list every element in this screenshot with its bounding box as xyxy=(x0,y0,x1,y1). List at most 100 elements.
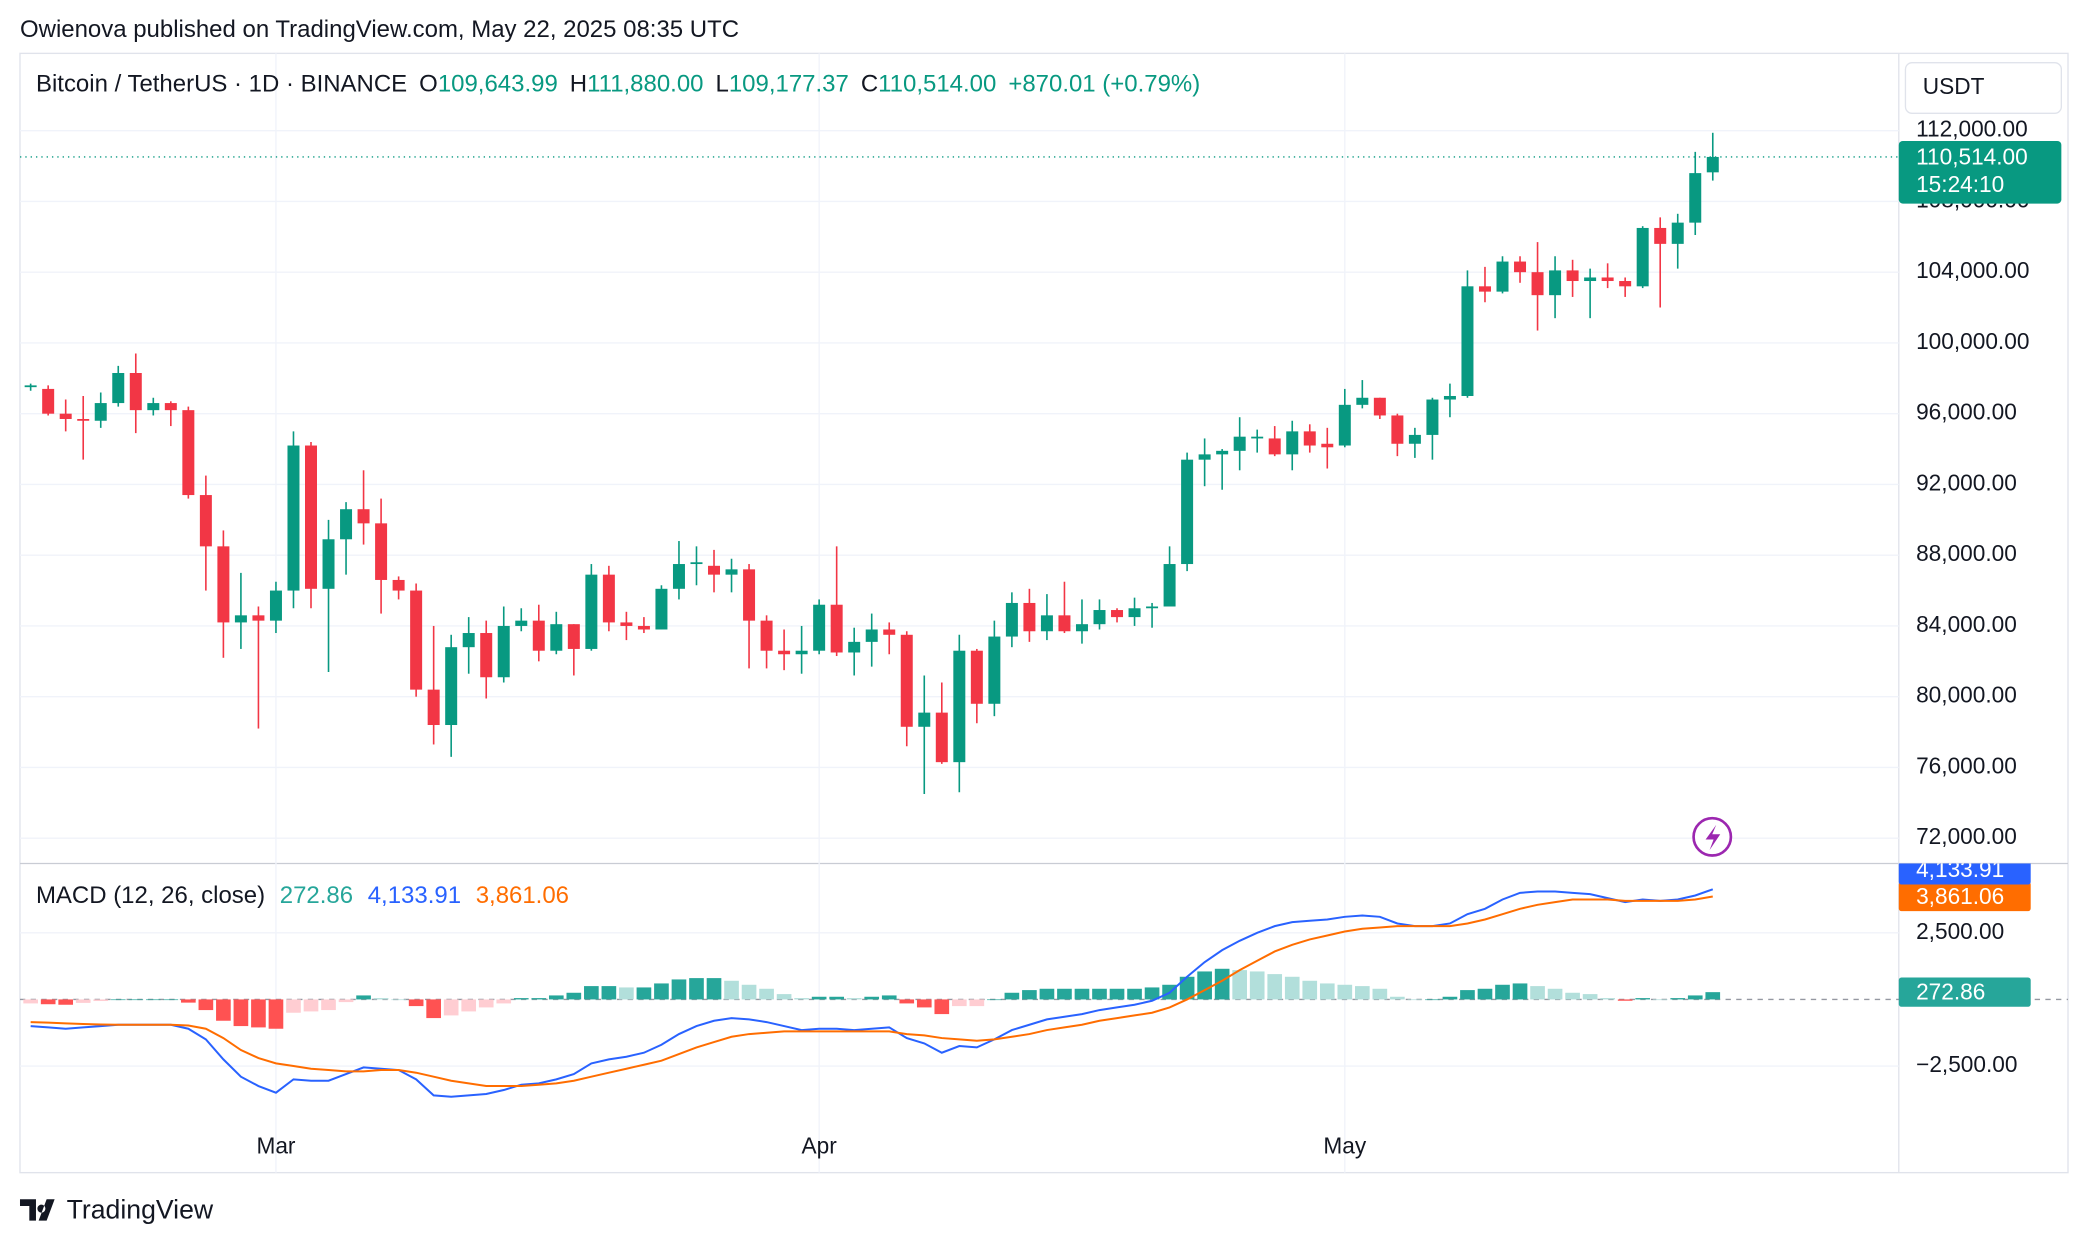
candle-body xyxy=(1706,156,1719,173)
candle-body xyxy=(410,590,423,690)
footer-logo[interactable]: TradingView xyxy=(19,1194,214,1224)
histogram-bar xyxy=(951,999,967,1007)
histogram-bar xyxy=(759,988,774,1000)
candle-body xyxy=(953,650,966,763)
legend-value: 109,177.37 xyxy=(729,71,849,98)
candle-body xyxy=(988,636,1001,704)
histogram-bar xyxy=(58,999,74,1005)
candle-body xyxy=(848,641,861,653)
candle-body xyxy=(1023,602,1036,632)
histogram-bar xyxy=(969,999,985,1007)
candle-body xyxy=(164,403,177,411)
candle-body xyxy=(1216,450,1229,455)
candle-body xyxy=(1338,404,1351,446)
histogram-bar xyxy=(338,999,354,1003)
y-tick-label: 92,000.00 xyxy=(1916,469,2017,495)
histogram-bar xyxy=(1670,998,1686,1000)
candle-body xyxy=(269,590,282,621)
value-tag-box xyxy=(1898,977,2031,1007)
candle-body xyxy=(760,620,773,651)
histogram-bar xyxy=(40,999,56,1005)
candle-body xyxy=(602,574,615,623)
histogram-bar xyxy=(1635,998,1651,1000)
candle-body xyxy=(1040,615,1053,632)
candle-body xyxy=(77,418,90,421)
histogram-bar xyxy=(1214,968,1230,1000)
x-tick-label: May xyxy=(1323,1132,1366,1158)
frame xyxy=(19,52,2069,1174)
histogram-bar xyxy=(163,999,179,1001)
candle-body xyxy=(252,615,265,621)
histogram-bar xyxy=(566,992,582,1000)
legend-value: 111,880.00 xyxy=(587,71,703,98)
histogram-bar xyxy=(1057,988,1072,1000)
histogram-bar xyxy=(1530,986,1545,1000)
candle-body xyxy=(865,629,878,642)
histogram-bar xyxy=(1390,996,1405,1000)
macd-legend: MACD (12, 26, close) 272.86 4,133.91 3,8… xyxy=(36,882,569,909)
candle-body xyxy=(1181,459,1194,565)
candle-body xyxy=(1163,564,1176,607)
histogram-bar xyxy=(1092,988,1107,1000)
histogram-bar xyxy=(1337,984,1353,1000)
symbol: Bitcoin / TetherUS · 1D · BINANCE xyxy=(36,71,407,98)
histogram-bar xyxy=(1407,999,1423,1001)
histogram-bar xyxy=(601,986,617,1000)
candle-body xyxy=(970,650,983,704)
candle-body xyxy=(1198,454,1211,460)
candle-body xyxy=(532,620,545,651)
value-tag: 272.86 xyxy=(1898,977,2031,1007)
histogram-bar xyxy=(776,994,792,1000)
candle-body xyxy=(322,539,335,589)
y-tick-label: −2,500.00 xyxy=(1916,1051,2017,1077)
candle-body xyxy=(94,403,107,421)
candle-body xyxy=(1461,286,1474,396)
macd-title: MACD (12, 26, close) xyxy=(36,882,265,909)
candle-body xyxy=(1619,281,1632,287)
byline: Owienova published on TradingView.com, M… xyxy=(20,16,739,43)
y-tick-label: 72,000.00 xyxy=(1916,823,2017,849)
histogram-bar xyxy=(23,999,38,1004)
logo-mark[interactable] xyxy=(19,1199,55,1221)
histogram-bar xyxy=(1302,980,1318,1000)
candle-body xyxy=(620,622,633,626)
histogram-bar xyxy=(1705,992,1721,1000)
candle-body xyxy=(1408,434,1421,444)
footer-text[interactable]: TradingView xyxy=(67,1194,214,1224)
alert-bolt[interactable] xyxy=(1705,824,1721,851)
last-price-tag xyxy=(1898,140,2062,204)
candle-body xyxy=(1426,399,1439,435)
histogram-bar xyxy=(689,978,704,1000)
histogram-bar xyxy=(391,999,406,1001)
y-tick-label: 100,000.00 xyxy=(1916,328,2029,354)
candle-body xyxy=(1496,261,1509,292)
currency-box[interactable] xyxy=(1904,62,2063,114)
candle-body xyxy=(182,410,195,496)
histogram-bar xyxy=(1004,992,1020,1000)
macd-pane: 272.863,861.064,133.91 xyxy=(19,863,2069,1098)
histogram-bar xyxy=(636,987,652,1000)
candle-body xyxy=(935,712,948,763)
candle-body xyxy=(690,562,703,565)
histogram-bar xyxy=(1267,974,1283,1000)
x-tick-label: Mar xyxy=(256,1132,295,1158)
signal-value: 3,861.06 xyxy=(476,882,569,909)
hist-value: 272.86 xyxy=(280,882,353,909)
candle-body xyxy=(883,629,896,635)
candle-body xyxy=(1286,431,1299,455)
histogram-bar xyxy=(1074,988,1090,1000)
candle-body xyxy=(1146,606,1159,609)
candle-body xyxy=(24,385,37,388)
alert-icon[interactable] xyxy=(1692,816,1733,857)
histogram-bar xyxy=(899,999,915,1004)
histogram-bar xyxy=(811,996,827,1000)
candle-body xyxy=(1093,610,1106,625)
histogram-bar xyxy=(1425,999,1440,1001)
candle-body xyxy=(655,588,668,630)
value-tag-box xyxy=(1898,881,2031,912)
candle-body xyxy=(900,634,913,727)
value-tag: 3,861.06 xyxy=(1898,881,2031,912)
candle-body xyxy=(1303,431,1316,446)
candle-body xyxy=(1233,436,1246,451)
currency[interactable]: USDT xyxy=(1923,73,1985,99)
